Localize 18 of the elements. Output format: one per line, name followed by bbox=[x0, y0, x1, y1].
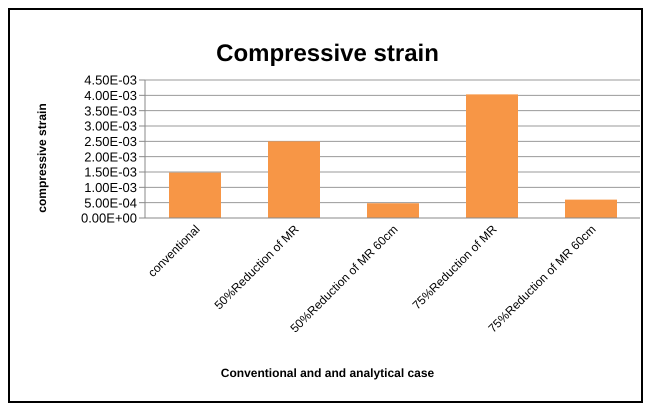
chart-title: Compressive strain bbox=[215, 40, 440, 68]
y-tick-label: 4.00E-03 bbox=[84, 88, 137, 103]
y-tick-label: 4.50E-03 bbox=[84, 72, 137, 88]
y-tick-label: 1.50E-03 bbox=[84, 164, 137, 180]
y-axis-title: compressive strain bbox=[35, 103, 49, 213]
y-tick-label: 5.00E-04 bbox=[84, 195, 137, 210]
y-tick-label: 0.00E+00 bbox=[80, 210, 137, 226]
x-axis-title: Conventional and and analytical case bbox=[220, 366, 436, 380]
bar bbox=[565, 200, 617, 218]
y-tick-label: 3.00E-03 bbox=[84, 118, 137, 134]
y-tick-label: 2.00E-03 bbox=[84, 149, 137, 164]
bar bbox=[268, 141, 320, 218]
y-tick-label: 3.50E-03 bbox=[84, 103, 137, 118]
y-tick-label: 2.50E-03 bbox=[84, 134, 137, 149]
bar bbox=[367, 203, 419, 218]
y-tick-label: 1.00E-03 bbox=[84, 180, 137, 195]
bar bbox=[169, 172, 221, 218]
bar bbox=[466, 94, 518, 218]
